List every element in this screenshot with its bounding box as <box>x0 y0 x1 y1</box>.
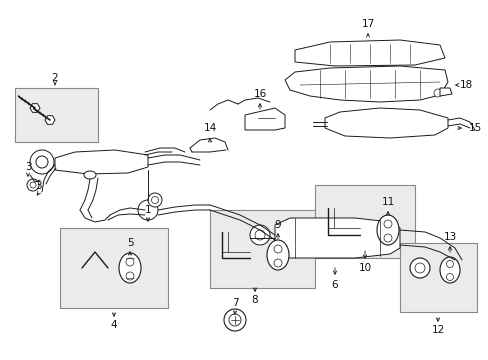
Bar <box>15 88 98 142</box>
Ellipse shape <box>273 259 282 267</box>
Text: 3: 3 <box>24 162 31 172</box>
Ellipse shape <box>84 171 96 179</box>
Text: 18: 18 <box>458 80 472 90</box>
Circle shape <box>138 200 158 220</box>
Text: 15: 15 <box>468 123 481 133</box>
Ellipse shape <box>273 245 282 253</box>
Bar <box>399 243 476 312</box>
Text: 6: 6 <box>331 280 338 290</box>
Polygon shape <box>45 116 55 124</box>
Text: 9: 9 <box>274 220 281 230</box>
Text: 4: 4 <box>110 320 117 330</box>
Polygon shape <box>294 40 444 66</box>
Ellipse shape <box>126 272 134 280</box>
Circle shape <box>148 193 162 207</box>
Text: 3: 3 <box>35 181 41 191</box>
Text: 10: 10 <box>358 263 371 273</box>
Circle shape <box>433 89 441 97</box>
Ellipse shape <box>446 274 452 280</box>
Ellipse shape <box>126 258 134 266</box>
Ellipse shape <box>446 261 452 267</box>
Text: 5: 5 <box>126 238 133 248</box>
Ellipse shape <box>266 240 288 270</box>
Text: 2: 2 <box>52 73 58 83</box>
Circle shape <box>151 197 158 203</box>
Text: 13: 13 <box>443 232 456 242</box>
Polygon shape <box>244 108 285 130</box>
Circle shape <box>30 150 54 174</box>
Polygon shape <box>274 218 399 258</box>
Circle shape <box>228 314 241 326</box>
Text: 16: 16 <box>253 89 266 99</box>
Text: 14: 14 <box>203 123 216 133</box>
Ellipse shape <box>439 257 459 283</box>
Bar <box>209 210 314 288</box>
Circle shape <box>254 230 264 240</box>
Ellipse shape <box>383 220 391 228</box>
Circle shape <box>249 225 269 245</box>
Text: 7: 7 <box>231 298 238 308</box>
Polygon shape <box>439 88 451 96</box>
Circle shape <box>30 182 36 188</box>
Circle shape <box>36 156 48 168</box>
Text: 8: 8 <box>251 295 258 305</box>
Text: 1: 1 <box>144 205 151 215</box>
Ellipse shape <box>376 215 398 245</box>
Ellipse shape <box>383 234 391 242</box>
Text: 12: 12 <box>430 325 444 335</box>
Ellipse shape <box>119 253 141 283</box>
Polygon shape <box>285 66 447 102</box>
Circle shape <box>27 179 39 191</box>
Text: 17: 17 <box>361 19 374 29</box>
Circle shape <box>414 263 424 273</box>
Bar <box>60 228 168 308</box>
Polygon shape <box>325 108 447 138</box>
Polygon shape <box>55 150 148 174</box>
Bar <box>314 185 414 258</box>
Circle shape <box>409 258 429 278</box>
Polygon shape <box>30 104 40 112</box>
Circle shape <box>224 309 245 331</box>
Text: 11: 11 <box>381 197 394 207</box>
